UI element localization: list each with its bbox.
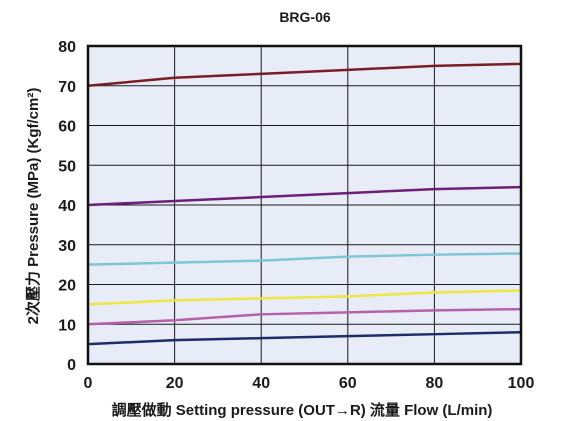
series-group [87,62,522,346]
x-tick-label: 100 [508,375,535,392]
y-axis-ticks: 0 10 20 30 40 50 60 70 80 [58,39,76,374]
x-tick-label: 80 [426,375,444,392]
series-line-6 [87,330,522,346]
series-line-3 [87,252,522,266]
series-line-5 [87,307,522,326]
y-tick-label: 30 [58,238,76,255]
x-tick-label: 40 [252,375,270,392]
x-tick-label: 0 [84,375,93,392]
x-axis-ticks: 0 20 40 60 80 100 [84,375,535,392]
series-line-1 [87,62,522,87]
y-axis-label: 2次壓力 Pressure (MPa) (Kgf/cm²) [24,88,42,325]
x-tick-label: 20 [166,375,184,392]
series-line-2 [87,185,522,207]
y-tick-label: 50 [58,158,76,175]
y-tick-label: 20 [58,278,76,295]
plot-frame [86,44,523,366]
y-tick-label: 70 [58,79,76,96]
x-axis-label: 調壓做動 Setting pressure (OUT→R) 流量 Flow (L… [112,401,493,419]
chart-title: BRG-06 [279,9,331,25]
y-tick-label: 10 [58,317,76,334]
series-line-4 [87,289,522,306]
y-tick-label: 40 [58,198,76,215]
y-tick-label: 0 [67,357,76,374]
y-tick-label: 80 [58,39,76,56]
x-tick-label: 60 [339,375,357,392]
y-tick-label: 60 [58,119,76,136]
